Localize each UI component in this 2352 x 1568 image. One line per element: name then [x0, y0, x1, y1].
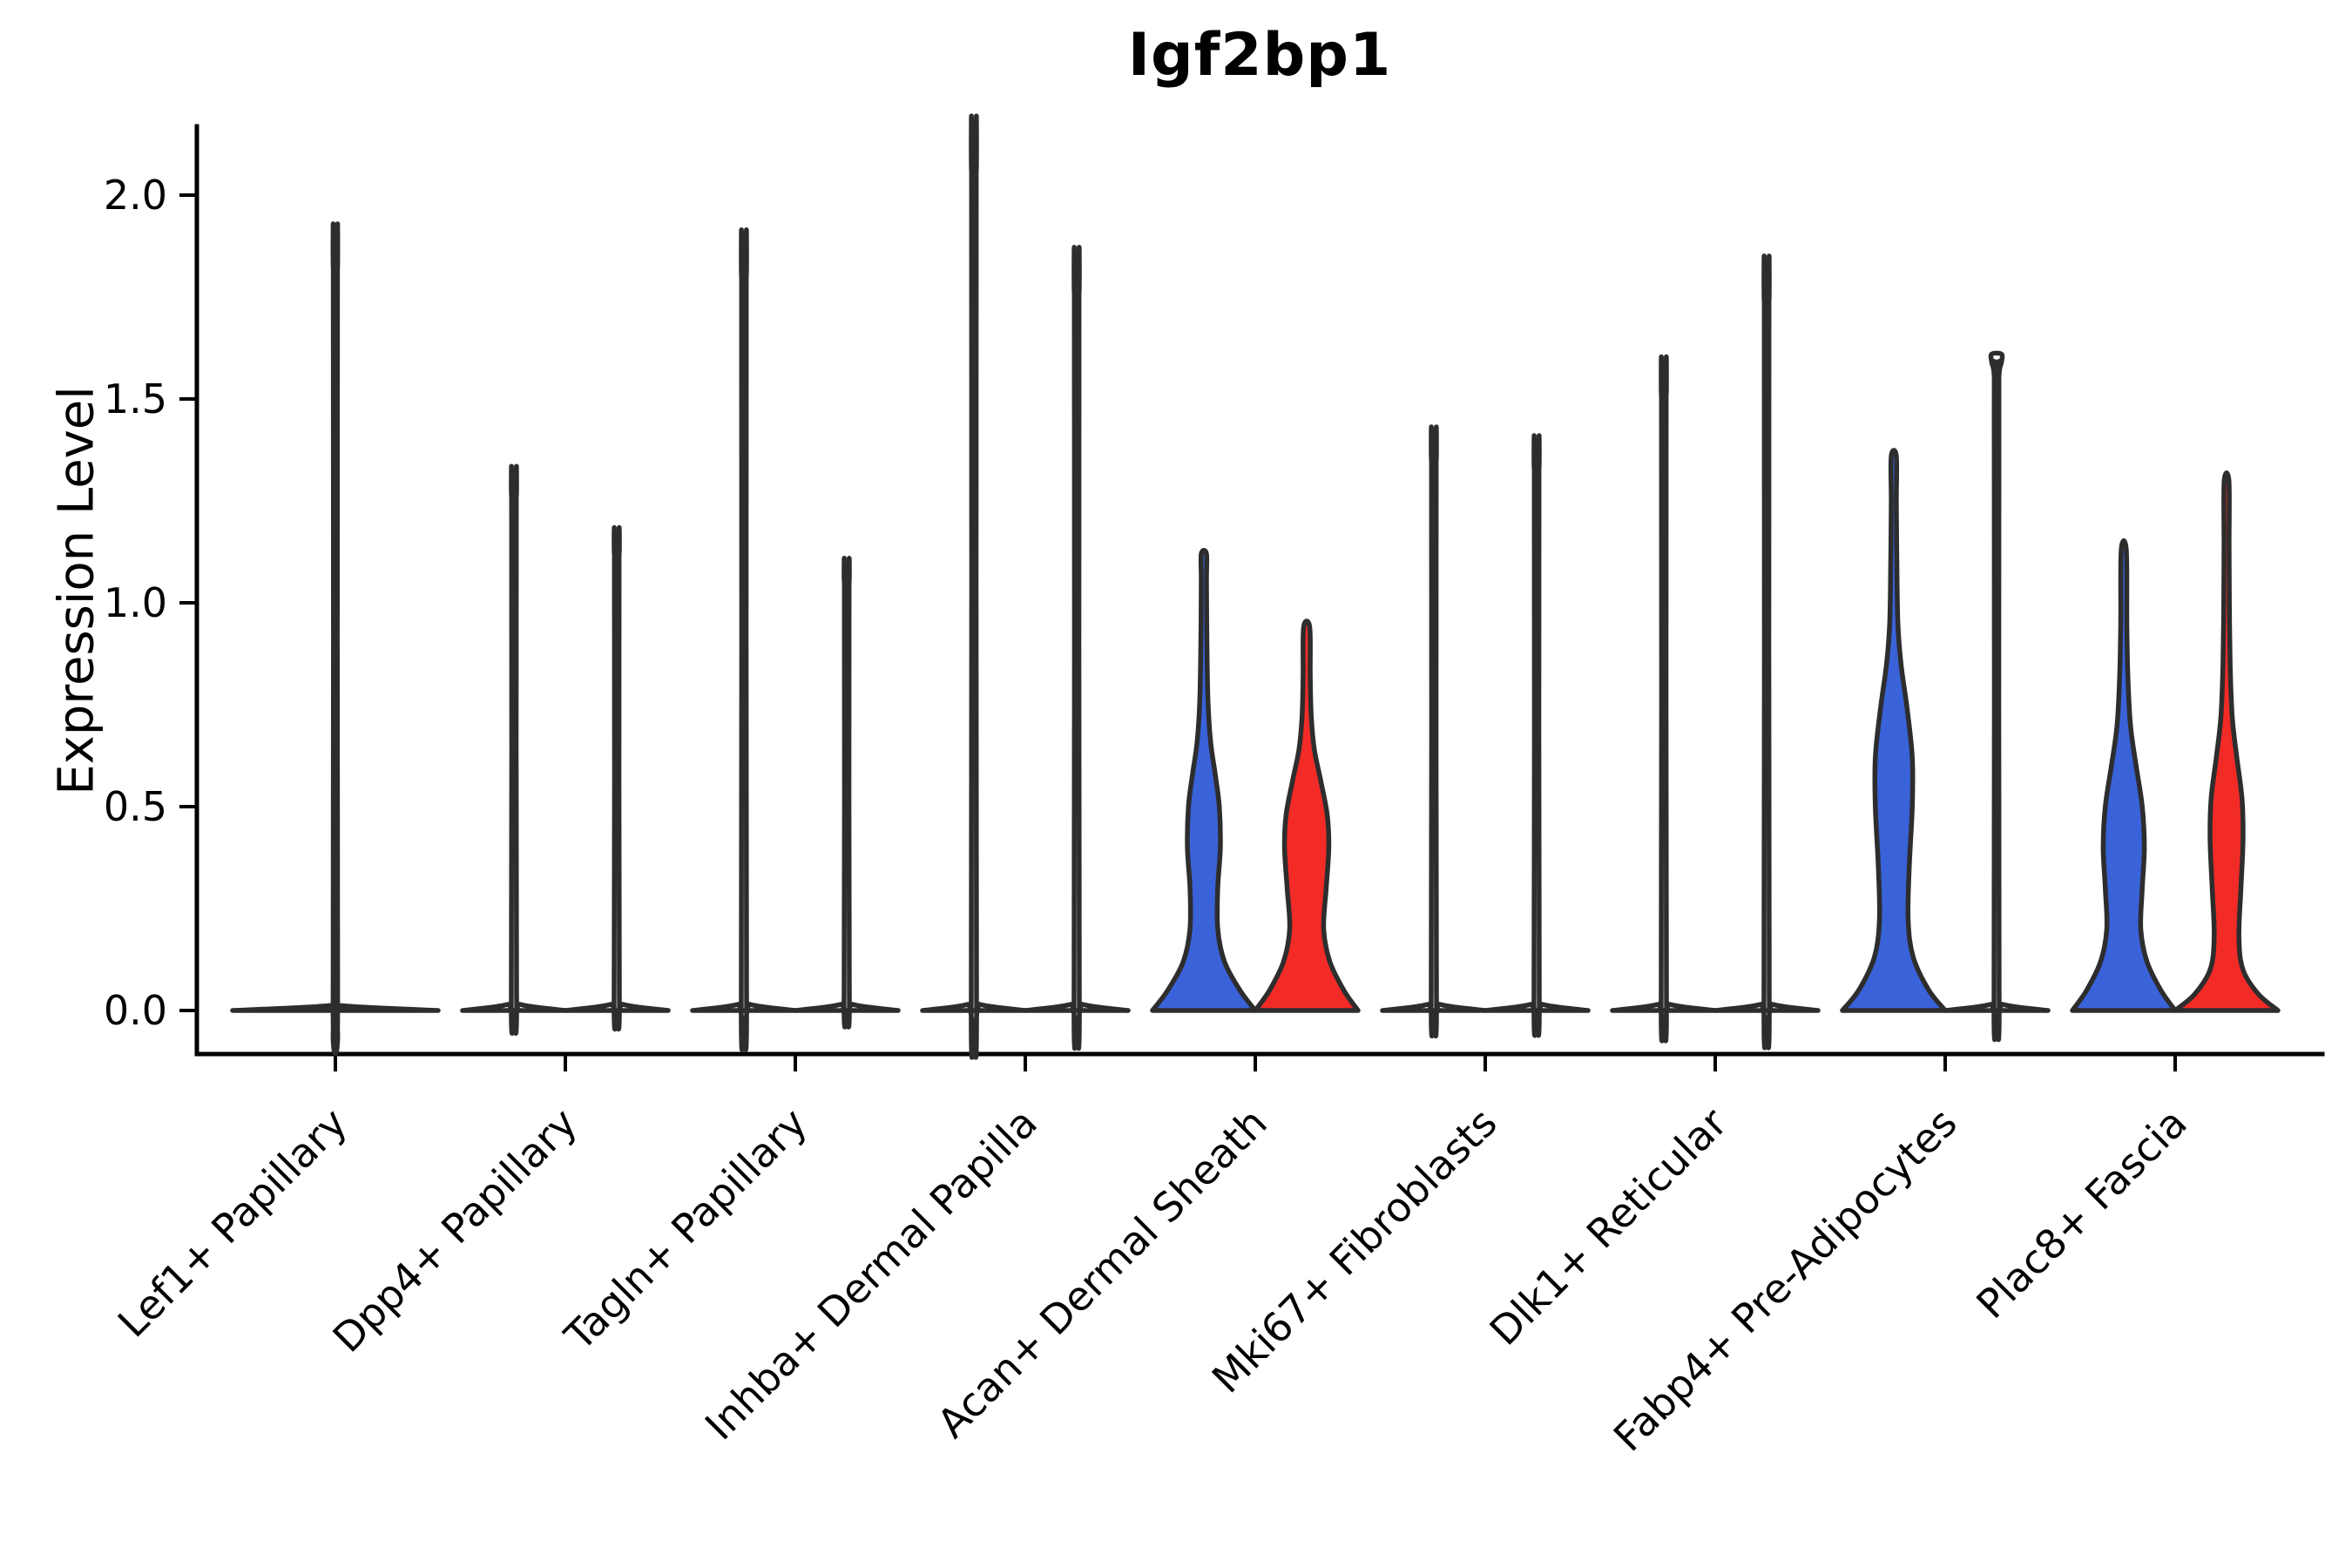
- violin-inhba-dermal-papilla-left: [920, 113, 1028, 1060]
- y-tick-label: 1.5: [104, 375, 167, 422]
- violin-dpp4-papillary-left: [460, 463, 568, 1036]
- violin-fabp4-pre-adipocytes-right: [1943, 350, 2051, 1043]
- y-tick-label: 1.0: [104, 579, 167, 626]
- violin-fabp4-pre-adipocytes-left: [1840, 448, 1948, 1013]
- y-tick-label: 0.0: [104, 987, 167, 1034]
- violin-lef1-papillary-single: [230, 221, 441, 1056]
- violin-inhba-dermal-papilla-right: [1023, 245, 1131, 1051]
- violin-acan-dermal-sheath-left: [1150, 548, 1258, 1013]
- violin-tagln-papillary-left: [690, 227, 798, 1052]
- x-tick-label: Dlk1+ Reticular: [1481, 1099, 1736, 1355]
- violin-acan-dermal-sheath-right: [1253, 618, 1361, 1013]
- x-tick-label: Tagln+ Papillary: [555, 1099, 816, 1361]
- violin-dlk1-reticular-right: [1713, 253, 1821, 1051]
- violin-mki67-fibroblasts-left: [1380, 424, 1488, 1038]
- violin-mki67-fibroblasts-right: [1483, 433, 1591, 1038]
- violin-dpp4-papillary-right: [563, 524, 671, 1032]
- chart-title: Igf2bp1: [1127, 21, 1392, 90]
- x-tick-label: Lef1+ Papillary: [109, 1099, 356, 1347]
- y-tick-label: 0.5: [104, 783, 167, 830]
- violin-dlk1-reticular-left: [1610, 354, 1718, 1044]
- y-axis-label: Expression Level: [48, 386, 105, 795]
- x-tick-label: Plac8+ Fascia: [1967, 1099, 2195, 1328]
- violin-tagln-papillary-right: [793, 556, 901, 1030]
- y-tick-label: 2.0: [104, 172, 167, 219]
- violin-plac8-fascia-right: [2173, 470, 2281, 1013]
- x-tick-label: Dpp4+ Papillary: [324, 1099, 586, 1362]
- violin-plac8-fascia-left: [2070, 537, 2178, 1013]
